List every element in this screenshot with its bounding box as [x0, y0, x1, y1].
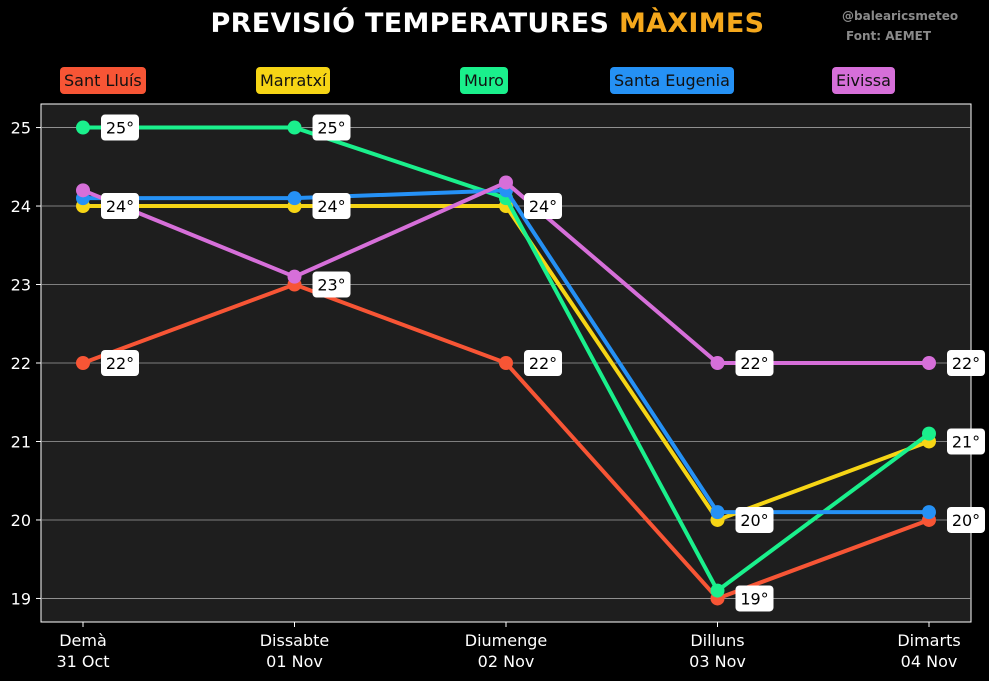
data-label: 22°	[947, 350, 985, 376]
x-tick-label-date: 31 Oct	[56, 652, 109, 671]
legend-item-marratxi: Marratxí	[256, 67, 331, 94]
legend-item-santa-eugenia: Santa Eugenia	[610, 67, 734, 94]
data-point-eivissa	[710, 356, 725, 370]
data-label: 24°	[101, 193, 139, 220]
data-label-box	[312, 193, 351, 220]
data-label: 25°	[101, 114, 139, 141]
data-label: 23°	[312, 271, 351, 298]
x-tick-label-date: 04 Nov	[901, 652, 958, 671]
chart-title: PREVISIÓ TEMPERATURES MÀXIMES	[0, 8, 975, 39]
data-point-muro	[76, 120, 90, 135]
data-point-muro	[922, 426, 936, 441]
data-point-eivissa	[287, 269, 302, 284]
data-label-text: 25°	[106, 119, 134, 138]
data-label: 25°	[312, 114, 351, 141]
data-point-muro	[287, 120, 302, 135]
data-label-box	[524, 350, 562, 376]
data-label-text: 22°	[952, 354, 980, 373]
data-label-text: 24°	[529, 197, 557, 216]
data-point-santa-eugenia	[710, 505, 725, 520]
data-label-text: 24°	[317, 197, 345, 216]
data-label-box	[101, 114, 139, 141]
y-tick-label: 21	[11, 432, 31, 451]
title-accent: MÀXIMES	[618, 8, 765, 39]
data-label-box	[947, 428, 985, 455]
x-tick-label-day: Dilluns	[690, 631, 744, 650]
data-label-box	[101, 350, 139, 376]
y-tick-label: 20	[11, 511, 31, 530]
data-point-sant-lluis	[499, 356, 513, 370]
title-main: PREVISIÓ TEMPERATURES	[210, 8, 610, 39]
data-label-box	[101, 193, 139, 220]
data-label: 24°	[312, 193, 351, 220]
data-label: 20°	[947, 506, 985, 533]
y-tick-label: 25	[11, 119, 31, 138]
data-label-box	[312, 114, 351, 141]
data-label-box	[312, 271, 351, 298]
y-tick-label: 24	[11, 197, 31, 216]
data-point-sant-lluis	[76, 356, 90, 370]
y-tick-label: 19	[11, 589, 31, 608]
data-point-eivissa	[922, 356, 936, 370]
data-label-text: 23°	[317, 276, 345, 295]
x-tick-label-day: Diumenge	[465, 631, 547, 650]
data-label: 20°	[735, 506, 774, 533]
data-label-box	[524, 193, 562, 220]
data-label-box	[947, 350, 985, 376]
data-label-text: 19°	[740, 589, 768, 608]
x-tick-label-date: 03 Nov	[689, 652, 746, 671]
x-tick-label-day: Dimarts	[897, 631, 960, 650]
x-tick-label-day: Dissabte	[260, 631, 330, 650]
data-label: 21°	[947, 428, 985, 455]
data-point-muro	[710, 583, 725, 598]
data-label: 22°	[101, 350, 139, 376]
data-point-santa-eugenia	[922, 505, 936, 520]
data-label-box	[735, 350, 774, 376]
data-label: 22°	[735, 350, 774, 376]
data-label-text: 22°	[740, 354, 768, 373]
y-tick-label: 22	[11, 354, 31, 373]
data-label-box	[947, 506, 985, 533]
legend-item-sant-lluis: Sant Lluís	[60, 67, 146, 94]
legend-item-muro: Muro	[460, 67, 508, 94]
x-tick-label-day: Demà	[59, 631, 107, 650]
credit-source: Font: AEMET	[846, 29, 932, 43]
data-label-text: 20°	[740, 511, 768, 530]
data-label-text: 20°	[952, 511, 980, 530]
x-tick-label-date: 02 Nov	[478, 652, 535, 671]
data-point-santa-eugenia	[287, 191, 302, 206]
data-label-text: 22°	[106, 354, 134, 373]
y-tick-label: 23	[11, 276, 31, 295]
data-point-eivissa	[76, 183, 90, 198]
data-label: 19°	[735, 585, 774, 612]
legend-item-eivissa: Eivissa	[832, 67, 895, 94]
credit-handle: @balearicsmeteo	[842, 9, 959, 23]
data-label: 24°	[524, 193, 562, 220]
data-label-text: 25°	[317, 119, 345, 138]
data-label-text: 22°	[529, 354, 557, 373]
data-label-text: 21°	[952, 432, 980, 451]
data-label-box	[735, 506, 774, 533]
data-label: 22°	[524, 350, 562, 376]
data-label-text: 24°	[106, 197, 134, 216]
data-label-box	[735, 585, 774, 612]
x-tick-label-date: 01 Nov	[266, 652, 323, 671]
data-point-eivissa	[499, 175, 513, 190]
